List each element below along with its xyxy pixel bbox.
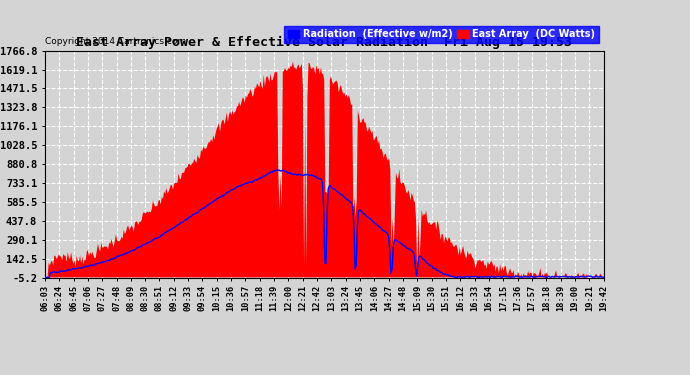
Text: Copyright 2014 Cartronics.com: Copyright 2014 Cartronics.com: [45, 37, 186, 46]
Title: East Array Power & Effective Solar Radiation  Fri Aug 15 19:53: East Array Power & Effective Solar Radia…: [77, 36, 572, 50]
Legend: Radiation  (Effective w/m2), East Array  (DC Watts): Radiation (Effective w/m2), East Array (…: [284, 26, 599, 43]
